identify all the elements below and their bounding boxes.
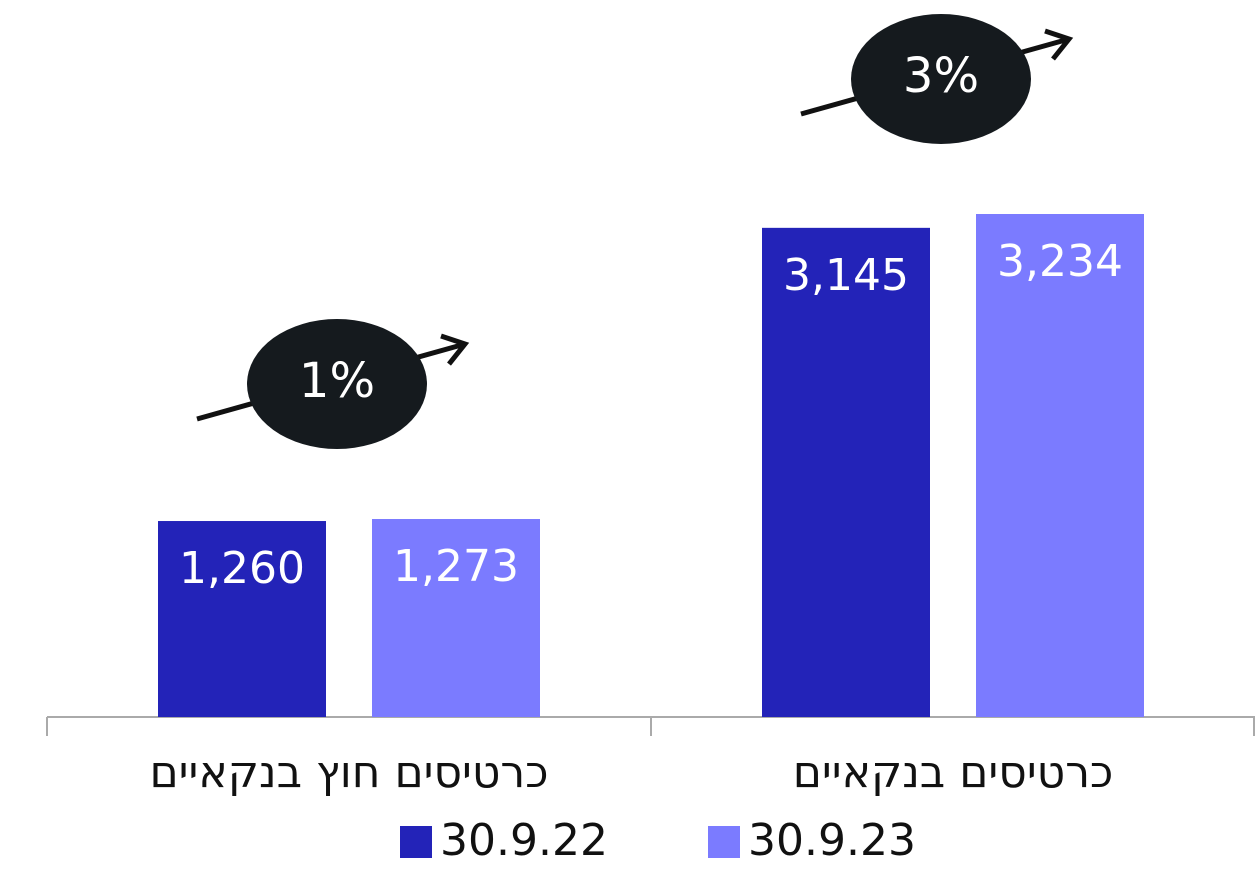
annotation: 1% [299, 353, 375, 409]
bar [158, 521, 326, 717]
bar [976, 214, 1144, 717]
arrow-head [440, 333, 470, 366]
bar [372, 519, 540, 717]
category-label: כרטיסים בנקאיים [793, 747, 1114, 798]
value-label: 1,260 [179, 543, 305, 594]
value-label: 1,273 [393, 541, 519, 592]
value-label: 3,145 [783, 250, 909, 301]
annotation: 3% [903, 48, 979, 104]
arrow-head [1044, 28, 1074, 61]
legend-label: 30.9.23 [748, 815, 916, 866]
legend-swatch [400, 826, 432, 858]
bar [762, 227, 930, 718]
legend-swatch [708, 826, 740, 858]
value-label: 3,234 [997, 236, 1123, 287]
annotation-bubble [851, 14, 1031, 144]
annotation-bubble [247, 319, 427, 450]
legend-label: 30.9.22 [440, 815, 608, 866]
category-label: כרטיסים חוץ בנקאיים [149, 747, 548, 798]
